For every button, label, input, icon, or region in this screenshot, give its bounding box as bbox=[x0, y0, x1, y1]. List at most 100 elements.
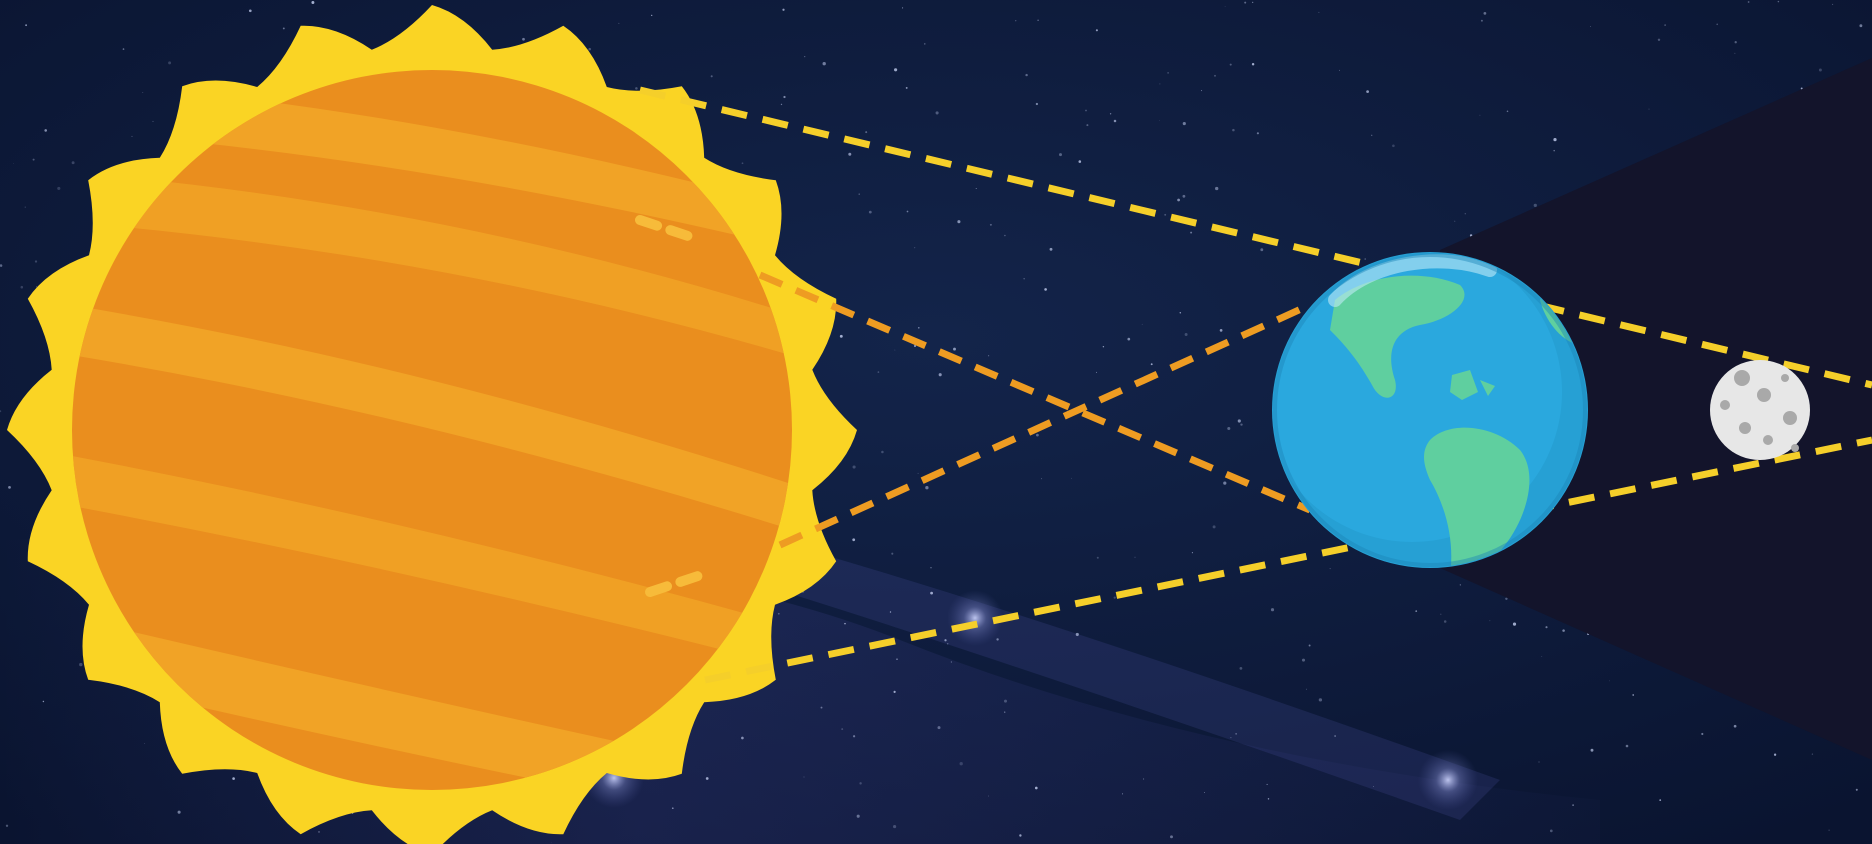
star-dot bbox=[1078, 160, 1082, 163]
star-dot bbox=[858, 193, 860, 195]
star-dot bbox=[1095, 29, 1098, 32]
star-dot bbox=[20, 285, 24, 289]
star-dot bbox=[1572, 804, 1574, 806]
star-dot bbox=[1215, 186, 1219, 191]
star-dot bbox=[820, 706, 823, 709]
star-dot bbox=[1004, 711, 1006, 713]
star-dot bbox=[8, 486, 11, 489]
star-dot bbox=[588, 47, 591, 51]
star-dot bbox=[143, 743, 145, 745]
glowing-star-icon bbox=[947, 590, 1003, 646]
star-dot bbox=[1219, 329, 1223, 332]
star-dot bbox=[741, 736, 744, 740]
star-dot bbox=[618, 22, 620, 24]
star-dot bbox=[938, 373, 942, 377]
star-dot bbox=[1590, 25, 1591, 27]
star-dot bbox=[782, 8, 785, 11]
star-dot bbox=[1270, 608, 1275, 612]
star-dot bbox=[1085, 109, 1087, 112]
star-dot bbox=[79, 662, 83, 667]
star-dot bbox=[1235, 733, 1237, 735]
star-dot bbox=[34, 260, 38, 263]
star-dot bbox=[1855, 788, 1858, 791]
star-dot bbox=[1224, 6, 1226, 7]
star-dot bbox=[839, 334, 843, 338]
star-dot bbox=[710, 75, 713, 78]
star-dot bbox=[783, 95, 786, 99]
star-dot bbox=[1102, 346, 1105, 348]
star-dot bbox=[1811, 753, 1814, 755]
star-dot bbox=[635, 87, 638, 90]
star-dot bbox=[1004, 699, 1007, 703]
star-dot bbox=[1734, 52, 1736, 54]
star-dot bbox=[1506, 110, 1509, 113]
star-dot bbox=[925, 486, 929, 490]
ray-lower-outer bbox=[704, 436, 1872, 684]
star-dot bbox=[1828, 829, 1830, 831]
milky-way-streak bbox=[680, 520, 1500, 820]
star-dot bbox=[944, 639, 947, 642]
star-dot bbox=[1170, 835, 1173, 839]
star-dot bbox=[1127, 337, 1131, 341]
moon-crater bbox=[1783, 411, 1797, 425]
star-dot bbox=[1182, 194, 1186, 198]
star-dot bbox=[1659, 799, 1662, 801]
star-dot bbox=[1109, 113, 1112, 115]
star-dot bbox=[1019, 834, 1022, 837]
star-dot bbox=[232, 777, 235, 780]
star-dot bbox=[1318, 11, 1320, 13]
star-dot bbox=[1034, 786, 1038, 790]
star-dot bbox=[131, 135, 133, 137]
star-dot bbox=[1237, 419, 1241, 423]
star-dot bbox=[894, 349, 896, 351]
star-dot bbox=[1334, 735, 1336, 737]
star-dot bbox=[780, 103, 783, 106]
star-dot bbox=[1113, 596, 1116, 599]
star-dot bbox=[1479, 114, 1481, 116]
star-dot bbox=[1037, 19, 1039, 22]
star-dot bbox=[1266, 783, 1268, 785]
star-dot bbox=[1632, 694, 1635, 696]
star-dot bbox=[1415, 610, 1418, 612]
star-dot bbox=[1590, 748, 1594, 752]
star-dot bbox=[741, 162, 744, 165]
star-dot bbox=[1204, 792, 1205, 794]
moon-crater bbox=[1791, 444, 1799, 452]
star-dot bbox=[1777, 0, 1780, 3]
star-dot bbox=[36, 286, 38, 288]
star-dot bbox=[1512, 622, 1517, 626]
star-dot bbox=[1201, 90, 1203, 92]
star-dot bbox=[1251, 63, 1255, 66]
star-dot bbox=[651, 14, 653, 17]
star-dot bbox=[1859, 24, 1863, 28]
star-dot bbox=[1541, 656, 1543, 657]
star-dot bbox=[1256, 132, 1259, 135]
star-dot bbox=[856, 814, 860, 818]
moon-icon bbox=[1710, 360, 1810, 460]
star-dot bbox=[1190, 231, 1193, 234]
star-dot bbox=[1464, 213, 1466, 215]
star-dot bbox=[1832, 3, 1834, 5]
star-dot bbox=[1440, 613, 1442, 615]
star-dot bbox=[318, 830, 320, 833]
star-dot bbox=[975, 188, 977, 190]
star-dot bbox=[848, 152, 852, 156]
star-dot bbox=[1443, 620, 1447, 623]
star-dot bbox=[1159, 119, 1161, 121]
star-dot bbox=[1086, 124, 1089, 127]
star-dot bbox=[1505, 597, 1508, 601]
star-dot bbox=[1240, 423, 1243, 426]
star-dot bbox=[25, 24, 27, 27]
star-dot bbox=[42, 700, 45, 703]
north-america-land bbox=[1330, 275, 1465, 398]
star-dot bbox=[311, 1, 315, 4]
star-dot bbox=[1023, 278, 1025, 280]
star-dot bbox=[868, 210, 872, 214]
star-dot bbox=[522, 37, 525, 41]
earth-shadow-umbra bbox=[1440, 58, 1872, 760]
star-dot bbox=[953, 347, 956, 351]
star-dot bbox=[1049, 247, 1053, 251]
star-dot bbox=[1267, 798, 1270, 800]
moon-crater bbox=[1763, 435, 1773, 445]
star-dot bbox=[859, 782, 862, 785]
